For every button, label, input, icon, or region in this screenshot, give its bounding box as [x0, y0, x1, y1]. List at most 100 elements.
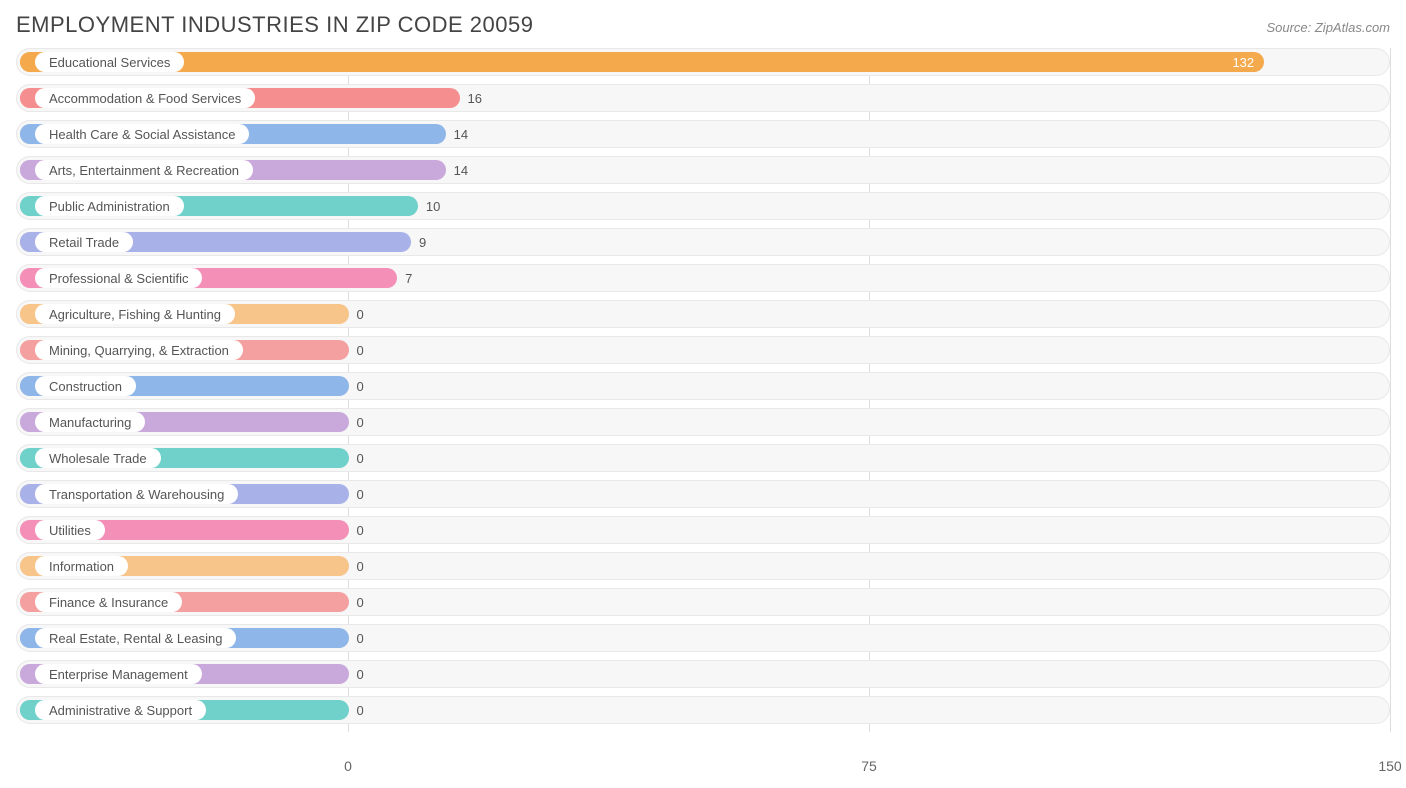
x-axis-tick: 150	[1378, 758, 1401, 774]
bar-value: 0	[357, 409, 364, 435]
chart-source: Source: ZipAtlas.com	[1266, 20, 1390, 35]
bar-wrap: Wholesale Trade0	[17, 445, 349, 471]
bar-label-pill: Accommodation & Food Services	[35, 88, 255, 108]
bar-wrap: Public Administration10	[17, 193, 418, 219]
gridline	[1390, 48, 1391, 732]
bar-wrap: Finance & Insurance0	[17, 589, 349, 615]
bar-wrap: Mining, Quarrying, & Extraction0	[17, 337, 349, 363]
bar-wrap: Retail Trade9	[17, 229, 411, 255]
bar-label: Administrative & Support	[49, 703, 192, 718]
bar-label-pill: Enterprise Management	[35, 664, 202, 684]
bar-wrap: Utilities0	[17, 517, 349, 543]
bar-row: Retail Trade9	[16, 228, 1390, 256]
x-axis-tick: 75	[861, 758, 877, 774]
bar-label: Construction	[49, 379, 122, 394]
bar-value: 14	[454, 157, 468, 183]
bar-label-pill: Educational Services	[35, 52, 184, 72]
bar-label-pill: Public Administration	[35, 196, 184, 216]
bar-row: Health Care & Social Assistance 14	[16, 120, 1390, 148]
bar-label-pill: Agriculture, Fishing & Hunting	[35, 304, 235, 324]
bar-label: Utilities	[49, 523, 91, 538]
bar-row: Educational Services 132	[16, 48, 1390, 76]
bar-label: Arts, Entertainment & Recreation	[49, 163, 239, 178]
bar-label-pill: Arts, Entertainment & Recreation	[35, 160, 253, 180]
bar-value: 7	[405, 265, 412, 291]
bar-wrap: Transportation & Warehousing0	[17, 481, 349, 507]
bar-row: Professional & Scientific 7	[16, 264, 1390, 292]
bar-value: 0	[357, 481, 364, 507]
bar-label: Agriculture, Fishing & Hunting	[49, 307, 221, 322]
chart-area: Educational Services 132 Accommodation & F…	[16, 48, 1390, 776]
bar-label: Real Estate, Rental & Leasing	[49, 631, 222, 646]
bar-value: 0	[357, 337, 364, 363]
bar-label: Mining, Quarrying, & Extraction	[49, 343, 229, 358]
bar-label: Professional & Scientific	[49, 271, 188, 286]
x-axis-tick: 0	[344, 758, 352, 774]
bar-label-pill: Professional & Scientific	[35, 268, 202, 288]
x-axis: 075150	[16, 756, 1390, 776]
bar-row: Information 0	[16, 552, 1390, 580]
bar-value: 0	[357, 301, 364, 327]
bar-label: Enterprise Management	[49, 667, 188, 682]
bar-label-pill: Retail Trade	[35, 232, 133, 252]
chart-title: EMPLOYMENT INDUSTRIES IN ZIP CODE 20059	[16, 12, 534, 38]
bar-label-pill: Mining, Quarrying, & Extraction	[35, 340, 243, 360]
bar-value: 0	[357, 697, 364, 723]
bar-wrap: Administrative & Support0	[17, 697, 349, 723]
bar-value: 14	[454, 121, 468, 147]
bar-label: Accommodation & Food Services	[49, 91, 241, 106]
bar-label: Manufacturing	[49, 415, 131, 430]
bar-wrap: Information0	[17, 553, 349, 579]
bar-wrap: Arts, Entertainment & Recreation14	[17, 157, 446, 183]
bar-wrap: Construction0	[17, 373, 349, 399]
bar-value: 0	[357, 445, 364, 471]
bar-label-pill: Health Care & Social Assistance	[35, 124, 249, 144]
bar-label-pill: Construction	[35, 376, 136, 396]
bar-value: 0	[357, 589, 364, 615]
bar-label: Finance & Insurance	[49, 595, 168, 610]
bar-value: 0	[357, 553, 364, 579]
bar-row: Administrative & Support 0	[16, 696, 1390, 724]
bar-label: Information	[49, 559, 114, 574]
bar-label-pill: Transportation & Warehousing	[35, 484, 238, 504]
bar-label-pill: Information	[35, 556, 128, 576]
bar-row: Utilities 0	[16, 516, 1390, 544]
bar-label: Public Administration	[49, 199, 170, 214]
bar-value: 10	[426, 193, 440, 219]
bar-row: Enterprise Management 0	[16, 660, 1390, 688]
bar-wrap: Educational Services 132	[17, 49, 1264, 75]
bar-label: Health Care & Social Assistance	[49, 127, 235, 142]
bar-row: Real Estate, Rental & Leasing 0	[16, 624, 1390, 652]
bar-row: Manufacturing 0	[16, 408, 1390, 436]
bar-label-pill: Administrative & Support	[35, 700, 206, 720]
bar-wrap: Enterprise Management0	[17, 661, 349, 687]
bars-container: Educational Services 132 Accommodation & F…	[16, 48, 1390, 756]
bar-fill	[20, 52, 1264, 72]
bar-value: 0	[357, 661, 364, 687]
bar-value: 0	[357, 625, 364, 651]
bar-row: Arts, Entertainment & Recreation 14	[16, 156, 1390, 184]
bar-wrap: Real Estate, Rental & Leasing0	[17, 625, 349, 651]
bar-label: Educational Services	[49, 55, 170, 70]
bar-row: Mining, Quarrying, & Extraction 0	[16, 336, 1390, 364]
bar-label-pill: Real Estate, Rental & Leasing	[35, 628, 236, 648]
bar-row: Accommodation & Food Services 16	[16, 84, 1390, 112]
bar-label-pill: Finance & Insurance	[35, 592, 182, 612]
bar-row: Finance & Insurance 0	[16, 588, 1390, 616]
bar-label-pill: Wholesale Trade	[35, 448, 161, 468]
bar-row: Public Administration 10	[16, 192, 1390, 220]
bar-row: Wholesale Trade 0	[16, 444, 1390, 472]
bar-value: 0	[357, 517, 364, 543]
bar-label: Wholesale Trade	[49, 451, 147, 466]
bar-label-pill: Utilities	[35, 520, 105, 540]
bar-wrap: Health Care & Social Assistance14	[17, 121, 446, 147]
bar-value: 16	[468, 85, 482, 111]
bar-wrap: Manufacturing0	[17, 409, 349, 435]
bar-row: Transportation & Warehousing 0	[16, 480, 1390, 508]
bar-label: Transportation & Warehousing	[49, 487, 224, 502]
bar-wrap: Agriculture, Fishing & Hunting0	[17, 301, 349, 327]
bar-value: 132	[1232, 49, 1254, 75]
bar-value: 0	[357, 373, 364, 399]
bar-label-pill: Manufacturing	[35, 412, 145, 432]
bar-label: Retail Trade	[49, 235, 119, 250]
